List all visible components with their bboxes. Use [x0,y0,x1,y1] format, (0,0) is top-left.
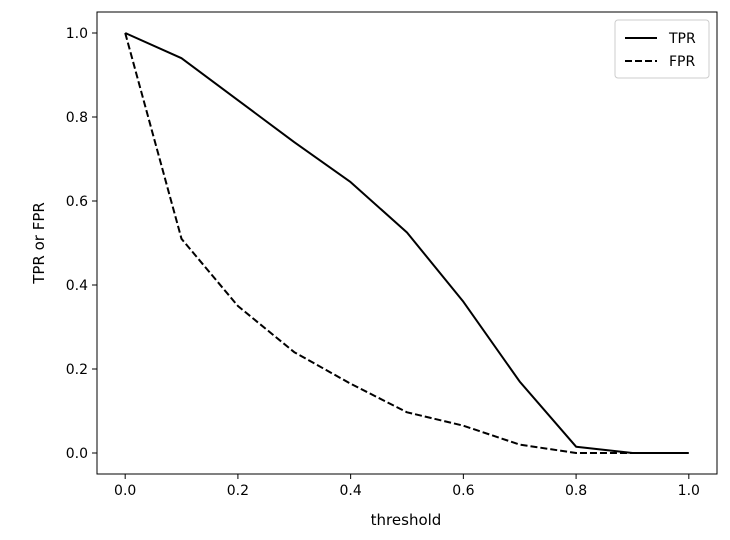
x-tick-label: 0.0 [114,483,136,499]
legend-label-tpr: TPR [668,31,696,47]
series-line-tpr [124,32,689,454]
legend: TPR FPR [614,19,710,79]
x-tick-label: 0.6 [452,483,474,499]
series-lines [124,32,689,454]
plot-area [96,11,718,475]
x-tick-label: 1.0 [678,483,700,499]
y-tick-label: 0.2 [66,362,88,378]
legend-label-fpr: FPR [669,54,695,70]
series-line-fpr [124,32,689,454]
x-axis-ticks: 0.0 0.2 0.4 0.6 0.8 1.0 [114,474,700,499]
x-axis-label: threshold [371,511,442,529]
y-tick-label: 0.6 [66,194,88,210]
x-tick-label: 0.8 [565,483,587,499]
y-axis-label: TPR or FPR [30,202,48,285]
x-tick-label: 0.2 [227,483,249,499]
y-axis-ticks: 0.0 0.2 0.4 0.6 0.8 1.0 [66,26,97,462]
x-tick-label: 0.4 [340,483,362,499]
y-tick-label: 1.0 [66,26,88,42]
y-tick-label: 0.4 [66,278,88,294]
y-tick-label: 0.8 [66,110,88,126]
y-tick-label: 0.0 [66,446,88,462]
legend-box [614,19,710,79]
